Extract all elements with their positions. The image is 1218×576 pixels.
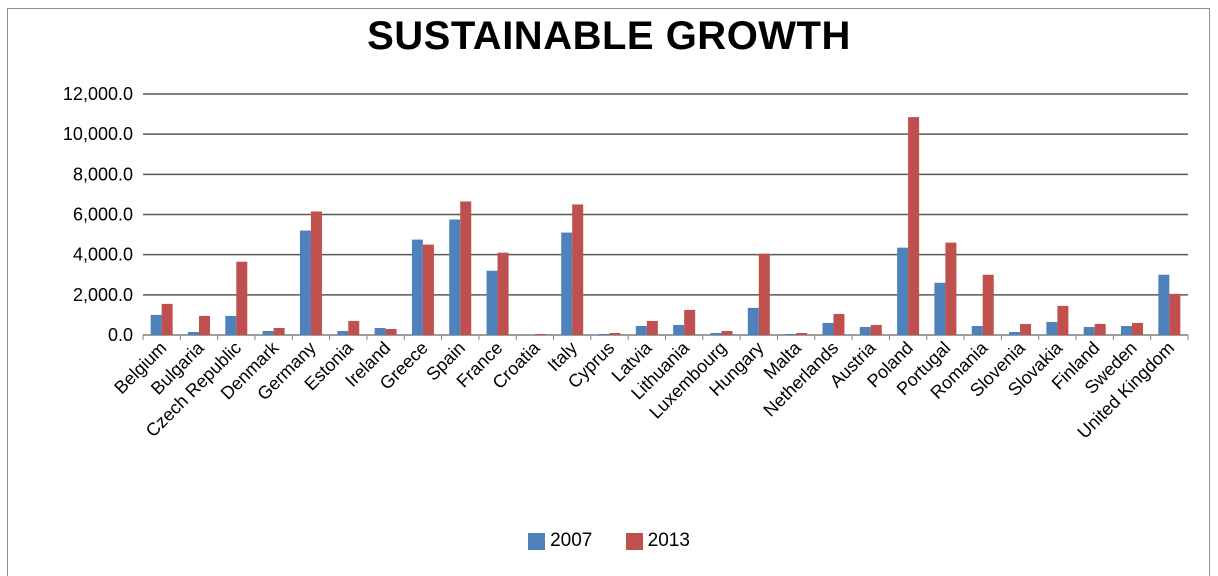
bar-2013 [721,330,733,335]
bar-2013 [646,320,658,335]
bar-2013 [273,327,285,335]
y-tick-label: 8,000.0 [73,164,133,184]
y-tick-label: 10,000.0 [63,124,133,144]
bar-2013 [236,261,248,335]
bar-2013 [796,332,808,335]
bar-2007 [187,331,199,335]
bar-2013 [758,253,770,335]
bar-2013 [982,274,994,335]
bar-2007 [561,232,573,335]
bar-2007 [897,247,909,335]
bar-2007 [710,332,722,335]
legend-swatch-2013 [625,532,643,550]
y-tick-label: 4,000.0 [73,245,133,265]
bar-2007 [1083,326,1095,335]
bar-2013 [422,244,434,335]
bar-2013 [1020,323,1032,335]
bar-2007 [411,239,423,335]
legend-label-2013: 2013 [647,530,690,551]
bar-2013 [198,315,210,335]
bar-2007 [635,325,647,335]
bar-2007 [859,326,871,335]
bar-2013 [1169,293,1181,335]
bar-2007 [1046,321,1058,335]
bar-2007 [822,322,834,335]
bar-2007 [150,314,162,335]
y-tick-label: 0.0 [108,325,133,345]
bar-2007 [299,230,311,335]
bar-2013 [609,332,621,335]
bar-2007 [262,330,274,335]
bar-2013 [870,324,882,335]
legend-label-2007: 2007 [550,530,593,551]
chart-title: SUSTAINABLE GROWTH [367,14,851,58]
bar-2013 [572,204,584,335]
bar-2007 [673,324,685,335]
bar-2013 [310,211,322,335]
bar-2013 [833,313,845,335]
bar-2007 [449,219,461,335]
bar-2007 [1009,331,1021,335]
bar-2007 [971,325,983,335]
bar-2007 [934,282,946,335]
legend-item-2007: 2007 [528,530,592,552]
bar-2007 [598,333,610,335]
y-tick-label: 6,000.0 [73,205,133,225]
bar-2007 [225,315,237,335]
bar-2007 [1121,325,1133,335]
bar-2013 [497,252,509,335]
bar-2013 [945,242,957,335]
bar-2013 [1057,305,1069,335]
bar-2007 [486,270,498,335]
bar-2013 [684,309,696,335]
bar-2007 [785,333,797,335]
legend: 2007 2013 [0,530,1218,556]
bar-2013 [908,117,920,336]
bar-2007 [747,307,759,335]
y-tick-label: 12,000.0 [63,84,133,104]
bar-2013 [1132,322,1144,335]
chart-frame [7,8,1210,576]
legend-swatch-2007 [528,532,546,550]
bar-2007 [1158,274,1170,335]
bar-2013 [534,333,546,335]
bar-2007 [374,327,386,335]
bar-2013 [348,320,360,335]
bar-2013 [1094,323,1106,335]
bar-2013 [460,201,472,335]
y-tick-label: 2,000.0 [73,285,133,305]
bar-2013 [161,303,173,335]
bar-2013 [385,328,397,335]
legend-item-2013: 2013 [625,530,690,552]
bar-2007 [337,330,349,335]
